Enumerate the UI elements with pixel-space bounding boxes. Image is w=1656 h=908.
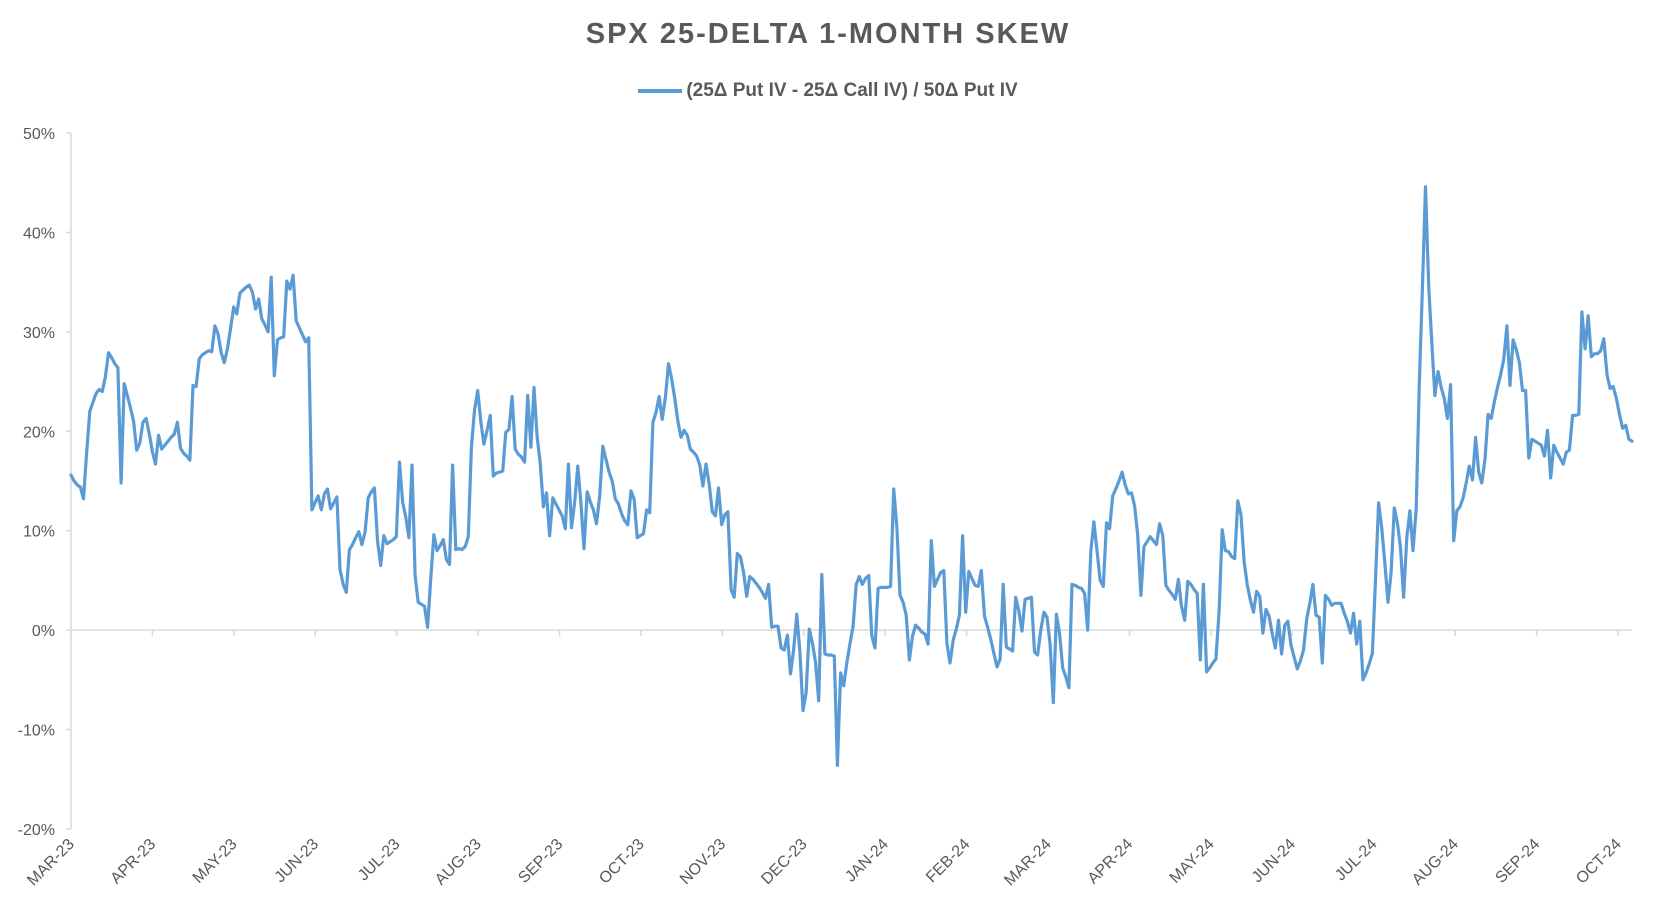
x-tick-label: APR-23 [108, 836, 160, 888]
legend-swatch [638, 88, 683, 93]
x-tick-label: APR-24 [1085, 836, 1137, 888]
x-tick-label: AUG-24 [1409, 836, 1462, 889]
x-tick-label: FEB-24 [923, 836, 973, 886]
y-tick-label: 20% [23, 424, 55, 441]
x-tick-label: JAN-24 [842, 836, 892, 886]
legend-label: (25Δ Put IV - 25Δ Call IV) / 50Δ Put IV [686, 80, 1018, 101]
y-tick-label: 10% [23, 524, 55, 541]
x-tick-label: JUL-24 [1332, 836, 1381, 885]
x-tick-label: NOV-23 [677, 836, 729, 888]
x-tick-label: OCT-23 [596, 836, 648, 888]
chart-title: SPX 25-DELTA 1-MONTH SKEW [585, 18, 1071, 50]
y-tick-label: 40% [23, 225, 55, 242]
x-tick-label: AUG-23 [432, 836, 485, 889]
x-tick-label: MAR-24 [1001, 836, 1055, 890]
x-tick-label: OCT-24 [1573, 836, 1625, 888]
x-tick-label: JUN-23 [272, 836, 322, 886]
series-line [69, 185, 1634, 768]
x-tick-label: JUN-24 [1249, 836, 1299, 886]
x-tick-label: DEC-23 [758, 836, 810, 888]
x-tick-label: JUL-23 [355, 836, 404, 885]
y-tick-label: 0% [32, 623, 55, 640]
x-tick-label: MAR-23 [24, 836, 78, 890]
legend: (25Δ Put IV - 25Δ Call IV) / 50Δ Put IV [0, 80, 1656, 102]
y-tick-label: 30% [23, 325, 55, 342]
x-tick-label: SEP-23 [515, 836, 566, 887]
y-tick-label: -10% [18, 723, 55, 740]
x-tick-label: MAY-23 [190, 836, 241, 887]
x-tick-label: SEP-24 [1492, 836, 1543, 887]
y-tick-label: -20% [18, 822, 55, 839]
x-tick-label: MAY-24 [1167, 836, 1218, 887]
y-tick-label: 50% [23, 126, 55, 143]
